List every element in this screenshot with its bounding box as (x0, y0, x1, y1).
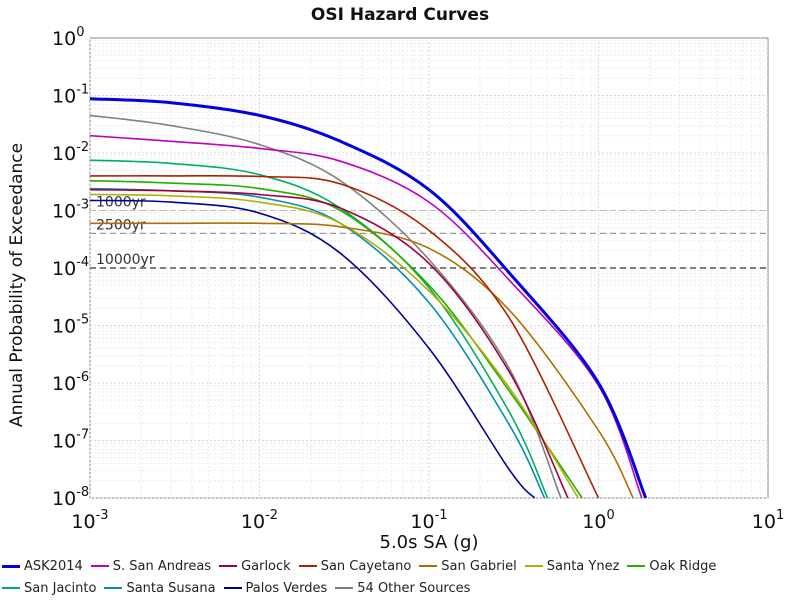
legend-item: Garlock (219, 559, 291, 574)
legend-label: Santa Ynez (546, 558, 620, 574)
legend-item: Santa Ynez (524, 558, 620, 574)
legend-swatch (524, 565, 543, 567)
y-axis-label: Annual Probability of Exceedance (7, 143, 27, 427)
legend-swatch (219, 565, 238, 567)
hazard-chart: OSI Hazard Curves 1000yr 2500yr 10000yr 10… (7, 5, 784, 553)
y-tick-label: 10-6 (52, 370, 89, 395)
legend-swatch (419, 565, 438, 567)
y-tick-label: 10-8 (52, 485, 89, 510)
series-line (89, 188, 569, 499)
legend-row: San Jacinto Santa Susana Palos Verdes 54 Ot… (2, 578, 478, 598)
legend-item: Palos Verdes (223, 580, 328, 596)
reference-line-label: 2500yr (96, 217, 146, 233)
y-tick-label: 10-3 (52, 198, 89, 223)
legend-row: ASK2014 S. San Andreas Garlock San Cayetano… (2, 556, 724, 576)
x-tick-label: 10-2 (241, 508, 278, 533)
legend-swatch (104, 587, 123, 589)
y-tick-labels: 100 10-1 10-2 10-3 10-4 10-5 10-6 10-7 10-8 (52, 25, 89, 510)
x-tick-labels: 10-3 10-2 10-1 100 101 (71, 508, 784, 533)
legend-item: S. San Andreas (90, 558, 212, 574)
legend-swatch (298, 565, 317, 567)
legend-label: Garlock (241, 558, 291, 574)
legend-swatch (90, 565, 109, 567)
legend-label: Oak Ridge (649, 558, 717, 574)
series-line (89, 193, 579, 499)
legend-label: ASK2014 (24, 558, 83, 574)
reference-lines: 1000yr 2500yr 10000yr (90, 195, 768, 269)
y-tick-label: 10-1 (52, 83, 89, 108)
legend: ASK2014 S. San Andreas Garlock San Cayetano… (0, 556, 800, 600)
reference-line-label: 1000yr (96, 195, 146, 211)
series-line (89, 159, 549, 499)
series-line (89, 179, 583, 499)
series-line (89, 114, 562, 499)
series-lines (89, 97, 648, 499)
legend-swatch (2, 564, 20, 568)
legend-item: 54 Other Sources (335, 581, 470, 596)
y-tick-label: 10-7 (52, 428, 89, 453)
chart-title: OSI Hazard Curves (311, 5, 489, 25)
legend-label: S. San Andreas (112, 558, 212, 574)
x-tick-label: 101 (752, 508, 784, 533)
legend-item: Oak Ridge (627, 559, 716, 574)
series-line (89, 222, 634, 499)
series-line (89, 174, 600, 499)
y-tick-label: 10-2 (52, 140, 89, 165)
legend-label: San Gabriel (441, 558, 517, 574)
legend-swatch (627, 565, 646, 567)
legend-label: 54 Other Sources (357, 580, 471, 596)
legend-item: San Jacinto (2, 581, 96, 596)
legend-label: Palos Verdes (245, 580, 328, 596)
grid-lines (89, 38, 768, 499)
legend-label: San Cayetano (320, 558, 412, 574)
legend-label: San Jacinto (24, 580, 97, 596)
y-tick-label: 100 (52, 25, 84, 50)
legend-swatch (335, 587, 354, 589)
y-tick-label: 10-5 (52, 313, 89, 338)
legend-item: San Gabriel (419, 558, 517, 574)
legend-item: Santa Susana (104, 580, 216, 596)
series-line (89, 97, 648, 499)
legend-swatch (2, 587, 20, 589)
legend-item: San Cayetano (298, 558, 412, 574)
x-tick-label: 10-1 (410, 508, 447, 533)
reference-line-label: 10000yr (96, 252, 155, 268)
series-line (89, 199, 536, 499)
legend-swatch (223, 587, 242, 589)
legend-label: Santa Susana (126, 580, 216, 596)
x-axis-label: 5.0s SA (g) (380, 532, 479, 553)
x-tick-label: 10-3 (71, 508, 108, 533)
x-tick-label: 100 (582, 508, 614, 533)
y-tick-label: 10-4 (52, 255, 89, 280)
legend-item: ASK2014 (2, 559, 83, 574)
